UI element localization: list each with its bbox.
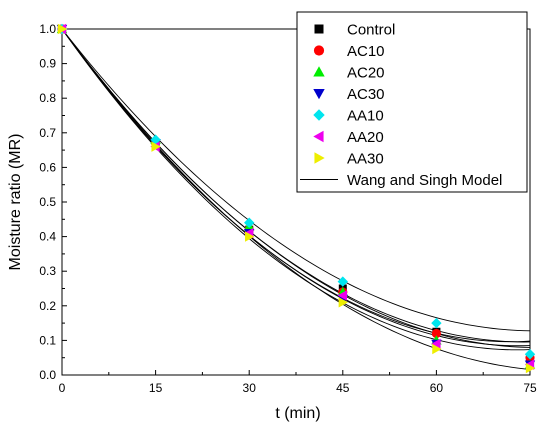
legend-label: AC20 — [347, 65, 385, 82]
x-tick-label: 45 — [336, 381, 350, 395]
axis-ticks: 0 15 30 45 60 75 0.0 0.1 0.2 0.3 0.4 0.5 0.6 0.7 0.8 0.… — [39, 22, 537, 395]
y-tick-label: 0.0 — [39, 368, 56, 382]
y-tick-label: 0.6 — [39, 160, 56, 174]
model-curve — [61, 28, 531, 332]
model-curve — [61, 28, 531, 343]
x-tick-label: 15 — [149, 381, 163, 395]
x-tick-label: 30 — [243, 381, 257, 395]
y-tick-label: 0.4 — [39, 230, 56, 244]
data-point-aa10 — [244, 217, 255, 228]
legend-box — [296, 11, 528, 193]
y-tick-label: 0.3 — [39, 264, 56, 278]
y-tick-label: 0.5 — [39, 195, 56, 209]
data-point-aa30 — [151, 141, 161, 152]
data-point-aa10 — [431, 317, 442, 329]
data-point-aa30 — [245, 231, 255, 242]
legend-label: AA10 — [347, 108, 384, 125]
data-point-aa30 — [432, 343, 442, 355]
model-curve — [61, 28, 531, 351]
legend-label: Control — [347, 22, 395, 39]
legend-label: AC10 — [347, 43, 385, 60]
y-tick-label: 0.2 — [39, 299, 56, 313]
x-tick-label: 60 — [430, 381, 444, 395]
legend-marker-aa10 — [313, 109, 325, 121]
legend-label: AC30 — [347, 86, 385, 103]
legend-label: AA30 — [347, 151, 384, 168]
data-point-aa30 — [525, 362, 536, 374]
x-axis-title: t (min) — [275, 405, 320, 422]
model-curve — [61, 28, 531, 370]
y-tick-label: 0.1 — [39, 333, 56, 347]
legend-label: AA20 — [347, 129, 384, 146]
legend-marker-control — [314, 24, 324, 34]
legend-marker-ac30 — [313, 88, 325, 100]
legend-marker-ac10 — [313, 45, 325, 56]
y-axis-title: Moisture ratio (MR) — [7, 134, 24, 271]
y-tick-label: 0.7 — [39, 126, 56, 140]
legend: Control AC10 AC20 AC30 AA10 AA20 AA30 Wang and … — [296, 11, 528, 193]
y-tick-label: 0.8 — [39, 91, 56, 105]
y-tick-label: 0.9 — [39, 57, 56, 71]
data-point-aa30 — [57, 23, 68, 35]
legend-marker-aa20 — [313, 130, 324, 143]
data-point-aa10 — [337, 276, 348, 287]
data-point-ac10 — [431, 328, 441, 339]
legend-marker-aa30 — [314, 152, 325, 164]
x-tick-label: 75 — [523, 381, 537, 395]
model-curves — [61, 28, 531, 370]
data-point-aa20 — [337, 290, 347, 301]
y-tick-label: 1.0 — [39, 22, 56, 36]
legend-label: Wang and Singh Model — [347, 172, 502, 189]
data-point-aa10 — [524, 349, 536, 360]
legend-marker-ac20 — [313, 66, 325, 77]
data-points — [56, 23, 536, 374]
data-point-aa20 — [431, 338, 441, 350]
model-curve — [61, 28, 531, 348]
x-tick-label: 0 — [59, 381, 66, 395]
data-point-aa30 — [338, 297, 348, 308]
